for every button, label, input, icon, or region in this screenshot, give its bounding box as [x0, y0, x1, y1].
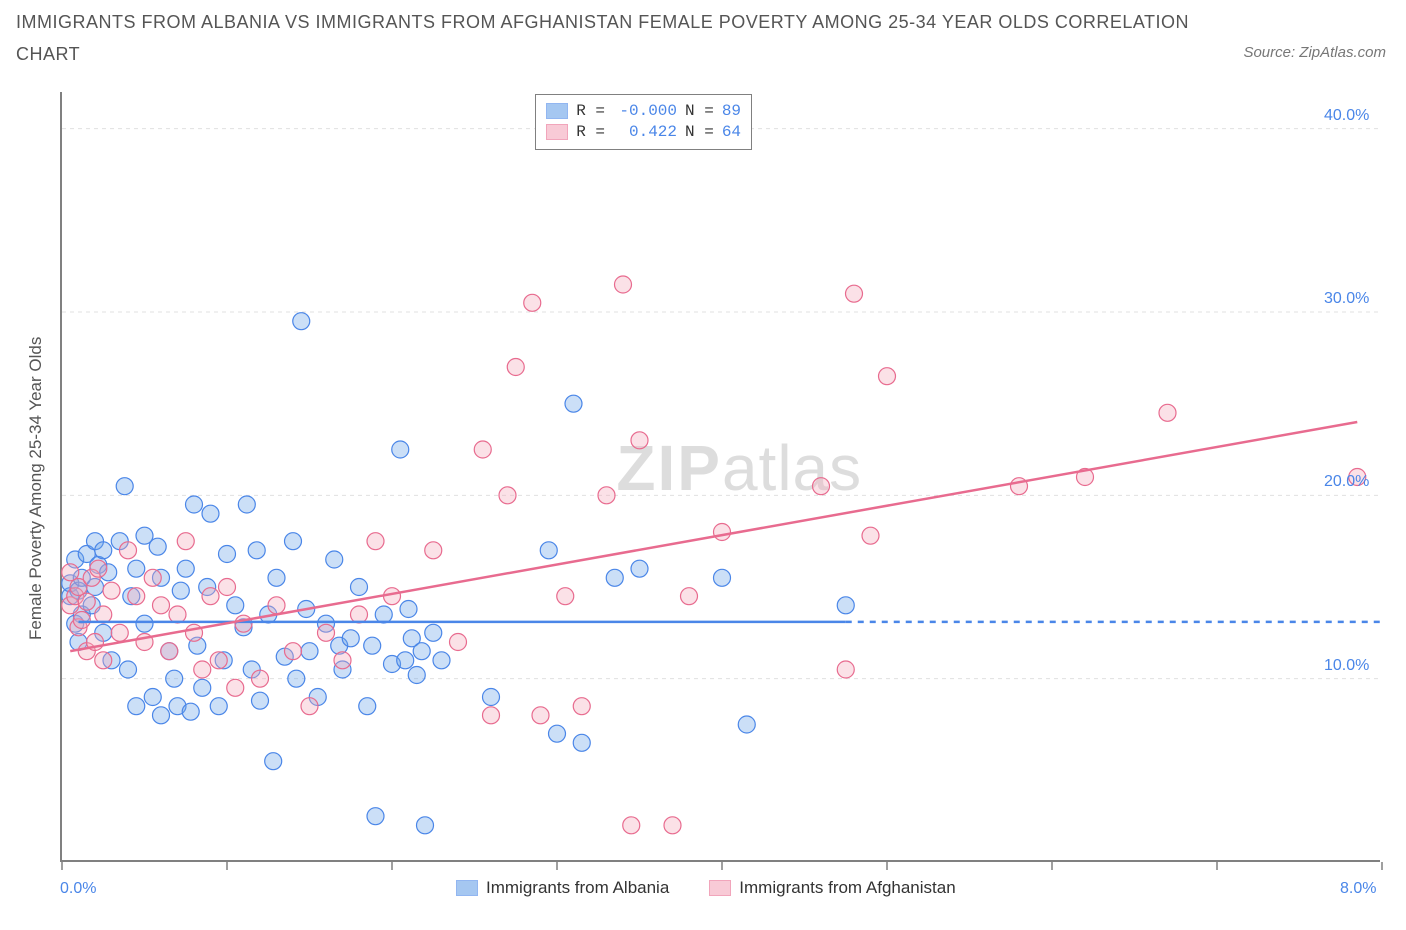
y-tick-label: 30.0% — [1324, 290, 1369, 308]
x-tick-label: 8.0% — [1340, 880, 1376, 898]
chart-title-line1: IMMIGRANTS FROM ALBANIA VS IMMIGRANTS FR… — [16, 12, 1189, 33]
legend-swatch — [546, 103, 568, 119]
chart-svg — [62, 92, 1380, 860]
legend-row-albania: R =-0.000 N =89 — [546, 101, 741, 122]
legend-item-afghanistan: Immigrants from Afghanistan — [709, 878, 955, 898]
y-axis-label: Female Poverty Among 25-34 Year Olds — [26, 337, 46, 640]
legend-label: Immigrants from Afghanistan — [739, 878, 955, 898]
source-label: Source: ZipAtlas.com — [1243, 44, 1386, 61]
legend-swatch — [456, 880, 478, 896]
y-tick-label: 40.0% — [1324, 107, 1369, 125]
y-tick-label: 10.0% — [1324, 657, 1369, 675]
chart-title-line2: CHART — [16, 44, 80, 65]
legend-swatch — [709, 880, 731, 896]
y-tick-label: 20.0% — [1324, 473, 1369, 491]
legend-row-afghanistan: R = 0.422 N =64 — [546, 122, 741, 143]
plot-area: ZIPatlas — [60, 92, 1380, 862]
correlation-legend: R =-0.000 N =89R = 0.422 N =64 — [535, 94, 752, 150]
legend-label: Immigrants from Albania — [486, 878, 669, 898]
x-tick-label: 0.0% — [60, 880, 96, 898]
series-legend: Immigrants from Albania Immigrants from A… — [456, 878, 956, 898]
legend-item-albania: Immigrants from Albania — [456, 878, 669, 898]
legend-swatch — [546, 124, 568, 140]
